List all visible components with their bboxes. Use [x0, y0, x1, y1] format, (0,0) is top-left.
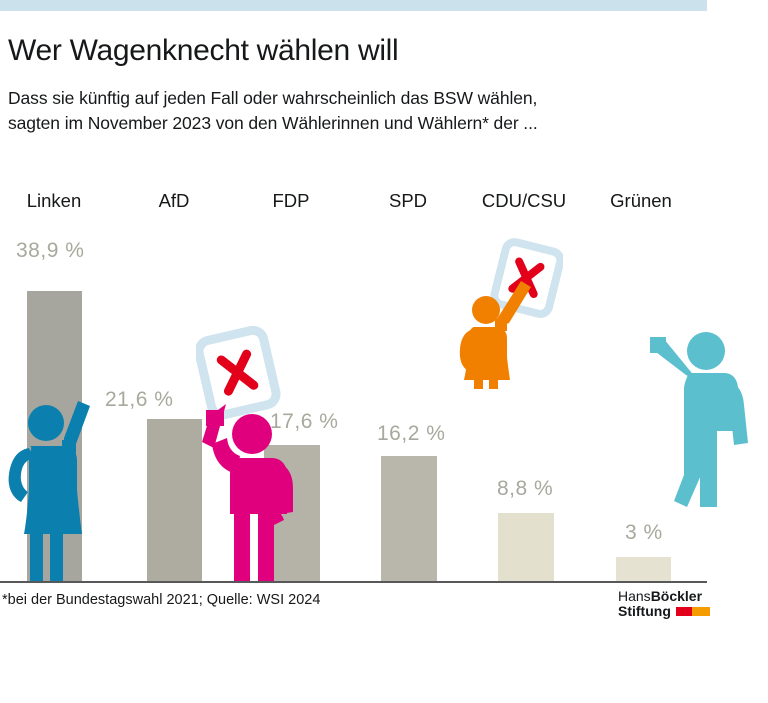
value-label-linken: 38,9 % — [16, 239, 85, 262]
category-label-cdu-csu: CDU/CSU — [481, 190, 567, 211]
value-label-gruenen: 3 % — [625, 521, 663, 544]
hans-boeckler-stiftung-logo: Hans Böckler Stiftung — [618, 589, 710, 619]
category-label-fdp: FDP — [272, 190, 310, 211]
ballot-card-fdp — [196, 326, 281, 420]
top-banner — [0, 0, 707, 11]
logo-color-swatches — [675, 607, 710, 616]
bar-cdu-csu — [498, 513, 554, 582]
source-footnote: *bei der Bundestagswahl 2021; Quelle: WS… — [2, 592, 321, 608]
baseline-axis — [0, 581, 707, 583]
page-title: Wer Wagenknecht wählen will — [8, 34, 399, 67]
figure-linken-blue-woman — [8, 401, 90, 582]
value-label-cdu-csu: 8,8 % — [497, 477, 554, 500]
logo-boeckler: Böckler — [650, 588, 703, 604]
logo-line-1: Hans Böckler — [618, 589, 710, 604]
category-label-linken: Linken — [26, 190, 82, 211]
bar-gruenen — [616, 557, 671, 582]
ballot-card-cdu — [490, 238, 563, 318]
logo-stiftung: Stiftung — [618, 603, 671, 619]
figure-gruenen-teal-man — [650, 332, 748, 507]
logo-hans: Hans — [618, 588, 651, 604]
logo-swatch-red-icon — [675, 607, 692, 616]
bar-afd — [147, 419, 202, 582]
category-label-afd: AfD — [158, 190, 190, 211]
page-subtitle: Dass sie künftig auf jeden Fall oder wah… — [8, 86, 538, 136]
value-label-afd: 21,6 % — [105, 388, 174, 411]
value-label-fdp: 17,6 % — [270, 410, 339, 433]
figure-fdp-magenta-man — [196, 326, 293, 582]
figure-cdu-orange-woman — [459, 238, 563, 389]
logo-swatch-orange-icon — [691, 607, 710, 616]
category-label-gruenen: Grünen — [610, 190, 672, 211]
bar-spd — [381, 456, 437, 582]
logo-line-2: Stiftung — [618, 604, 710, 619]
subtitle-line-1: Dass sie künftig auf jeden Fall oder wah… — [8, 88, 538, 108]
value-label-spd: 16,2 % — [377, 422, 446, 445]
category-label-spd: SPD — [388, 190, 428, 211]
subtitle-line-2: sagten im November 2023 von den Wählerin… — [8, 113, 538, 133]
